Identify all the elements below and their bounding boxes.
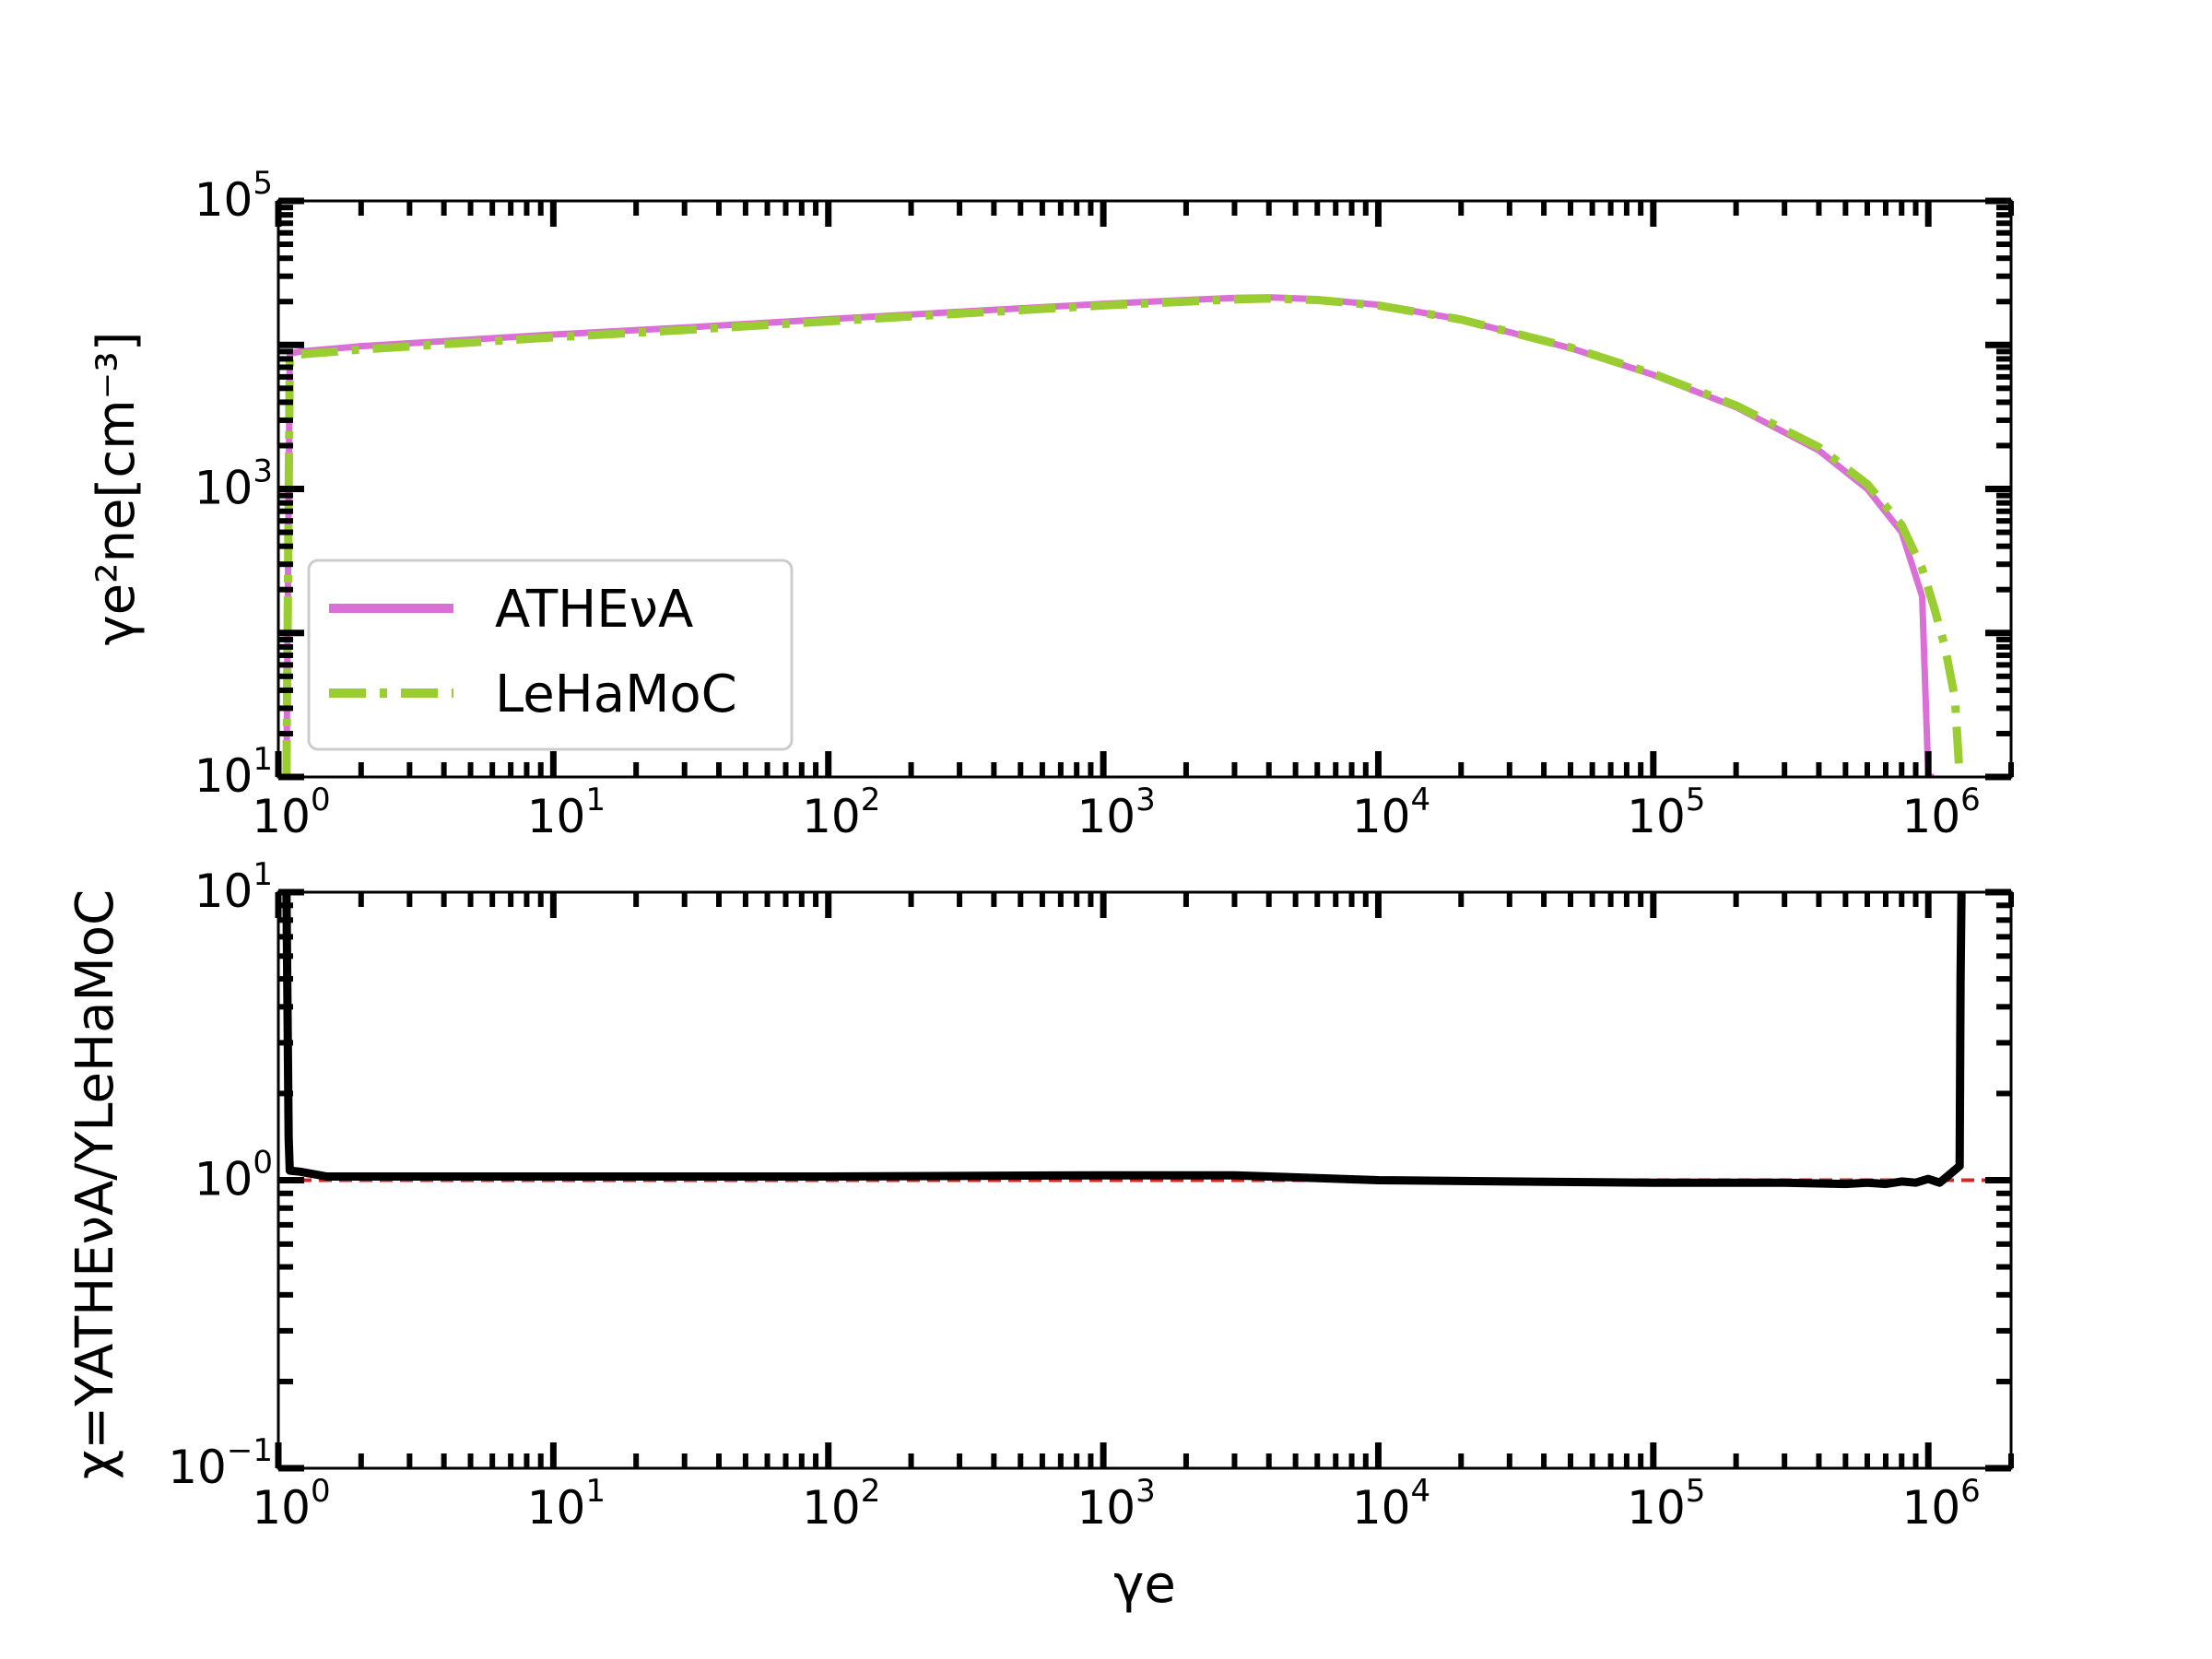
- x-tick-label: 101: [527, 1473, 606, 1535]
- x-tick-label: 103: [1077, 782, 1155, 843]
- x-tick-label: 103: [1077, 1473, 1155, 1535]
- top-plot-area: [282, 294, 1964, 777]
- y-tick-label: 100: [194, 1145, 273, 1206]
- legend: ATHEνA LeHaMoC: [307, 559, 794, 751]
- x-tick-label: 102: [802, 782, 880, 843]
- bottom-y-axis-label: χ=YATHEνA/YLeHaMoC: [65, 889, 125, 1479]
- x-tick-label: 106: [1902, 782, 1981, 843]
- x-tick-label: 100: [252, 782, 330, 843]
- x-tick-label: 105: [1627, 1473, 1705, 1535]
- legend-label-athena: ATHEνA: [495, 580, 693, 640]
- y-tick-label: 10−1: [168, 1432, 273, 1494]
- y-tick-label: 101: [194, 741, 273, 803]
- y-tick-label: 103: [194, 453, 273, 515]
- y-tick-label: 101: [194, 856, 273, 918]
- bottom-x-axis-label: γe: [1113, 1555, 1176, 1615]
- x-tick-label: 104: [1352, 782, 1430, 843]
- bottom-y-tick-labels: 10−1 100 101: [168, 856, 273, 1494]
- series-line-1-0: [282, 892, 1966, 1189]
- top-ticks: [275, 197, 2014, 781]
- series-line-0-1: [282, 294, 1964, 777]
- x-tick-label: 105: [1627, 782, 1705, 843]
- bottom-plot-area: [278, 892, 2011, 1189]
- y-tick-label: 105: [194, 165, 273, 227]
- bottom-x-tick-labels: 100 101 102 103 104 105 106: [252, 1473, 1980, 1535]
- top-y-tick-labels: 101 103 105: [194, 165, 273, 803]
- x-tick-label: 106: [1902, 1473, 1981, 1535]
- x-tick-label: 101: [527, 782, 606, 843]
- top-plot-frame: [276, 199, 2013, 779]
- x-tick-label: 104: [1352, 1473, 1430, 1535]
- bottom-plot-frame: [276, 890, 2013, 1470]
- legend-label-lehamoc: LeHaMoC: [495, 665, 737, 724]
- top-y-axis-label: γe²ne[cm⁻³]: [87, 331, 147, 645]
- top-x-tick-labels: 100 101 102 103 104 105 106: [252, 782, 1980, 843]
- x-tick-label: 102: [802, 1473, 880, 1535]
- x-tick-label: 100: [252, 1473, 330, 1535]
